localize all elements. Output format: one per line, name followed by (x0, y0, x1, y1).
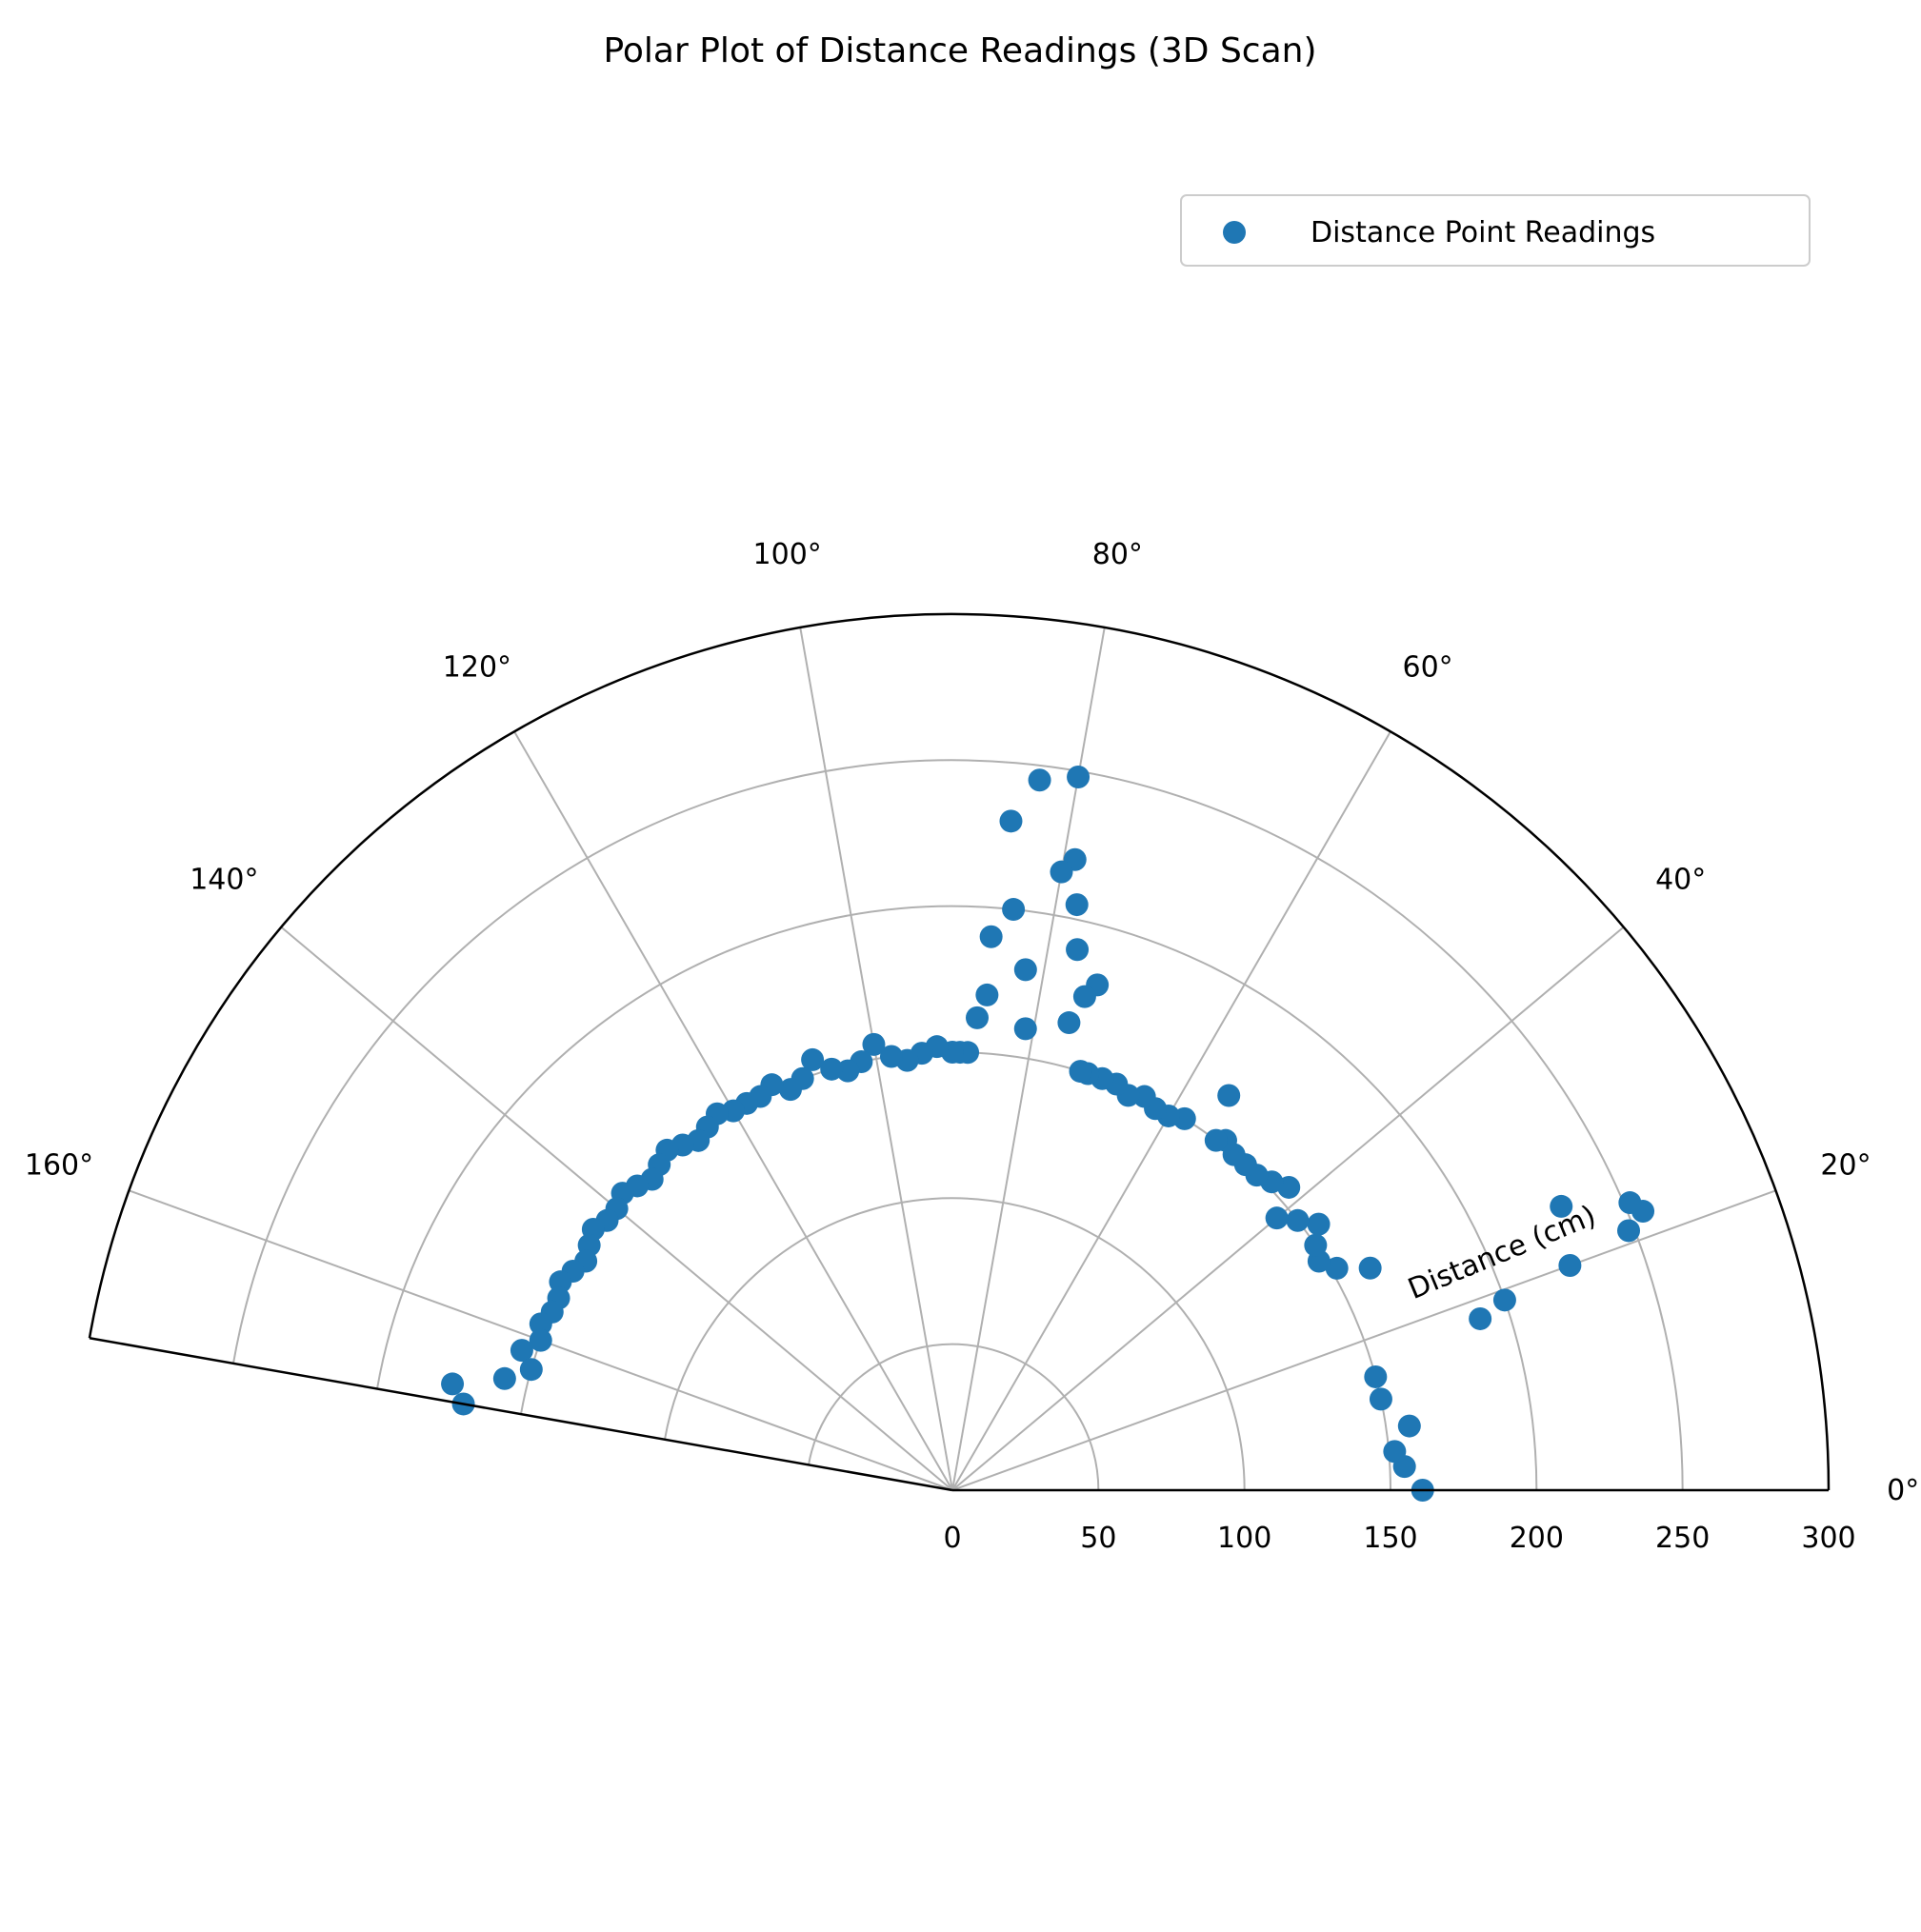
data-point (1002, 898, 1026, 922)
data-point (441, 1372, 465, 1396)
data-point (1492, 1288, 1516, 1312)
angle-tick-label: 140° (190, 863, 258, 896)
data-point (1065, 893, 1089, 917)
data-point (1057, 1011, 1081, 1035)
angle-tick-label: 0° (1887, 1474, 1919, 1507)
outer-frame-arc (88, 612, 1831, 1491)
data-point (1028, 768, 1051, 792)
data-point (979, 925, 1003, 948)
data-point (1286, 1208, 1310, 1232)
data-point (529, 1328, 552, 1352)
data-point (801, 1047, 825, 1071)
legend-box (1180, 194, 1811, 267)
data-point (975, 983, 999, 1006)
data-point (1307, 1212, 1331, 1236)
data-point (1558, 1254, 1582, 1278)
radial-grid-arc (520, 1051, 1391, 1491)
radial-tick-label: 50 (1080, 1522, 1116, 1555)
radial-tick-label: 300 (1801, 1522, 1855, 1555)
data-point (510, 1339, 533, 1363)
angular-grid-line (951, 926, 1625, 1491)
angle-tick-label: 80° (1092, 538, 1143, 571)
legend: Distance Point Readings (1180, 194, 1811, 267)
data-point (966, 1006, 990, 1029)
data-point (1618, 1191, 1642, 1215)
data-point (1204, 1128, 1228, 1152)
radial-tick-label: 200 (1510, 1522, 1564, 1555)
data-point (1013, 1017, 1037, 1041)
frame-layer (88, 612, 1831, 1492)
angular-grid-line (951, 1189, 1776, 1491)
data-point (1072, 985, 1096, 1008)
data-point (999, 809, 1023, 833)
frame-edge-end (89, 1337, 953, 1492)
data-point (1469, 1306, 1492, 1330)
radial-grid-arc (808, 1343, 1100, 1491)
data-point (1132, 1085, 1156, 1108)
data-point (1364, 1364, 1388, 1388)
data-layer (441, 766, 1655, 1502)
data-point (1050, 860, 1073, 884)
data-point (862, 1032, 886, 1056)
chart-title: Polar Plot of Distance Readings (3D Scan… (603, 31, 1316, 70)
data-point (1358, 1256, 1382, 1280)
radial-tick-label: 150 (1363, 1522, 1417, 1555)
data-point (529, 1312, 552, 1336)
data-point (1617, 1219, 1641, 1243)
data-point (778, 1078, 802, 1102)
angle-tick-label: 160° (25, 1149, 93, 1183)
data-point (1369, 1387, 1392, 1411)
data-point (1550, 1194, 1573, 1218)
legend-marker (1223, 221, 1246, 244)
data-point (519, 1358, 543, 1382)
data-point (879, 1045, 903, 1068)
data-point (1217, 1084, 1241, 1107)
radial-grid-arc (664, 1197, 1246, 1491)
angle-tick-label: 100° (753, 538, 822, 571)
angular-grid-line (799, 627, 953, 1491)
data-point (1069, 1060, 1092, 1084)
legend-label: Distance Point Readings (1311, 216, 1655, 249)
data-point (1067, 766, 1091, 789)
radial-grid-arc (231, 759, 1684, 1491)
data-point (1397, 1414, 1421, 1438)
radial-tick-label: 250 (1655, 1522, 1710, 1555)
data-point (820, 1057, 844, 1081)
data-point (1325, 1256, 1349, 1280)
radial-tick-label: 100 (1217, 1522, 1271, 1555)
data-point (492, 1366, 516, 1390)
data-point (1304, 1233, 1328, 1257)
angle-tick-label: 40° (1655, 863, 1706, 896)
data-point (1265, 1206, 1289, 1230)
data-point (1383, 1440, 1407, 1464)
angle-tick-label: 120° (443, 651, 511, 685)
angle-tick-label: 20° (1820, 1149, 1871, 1183)
angle-tick-label: 60° (1403, 651, 1453, 685)
radial-tick-label: 0 (943, 1522, 961, 1555)
data-point (1066, 938, 1090, 962)
data-point (1013, 958, 1037, 982)
